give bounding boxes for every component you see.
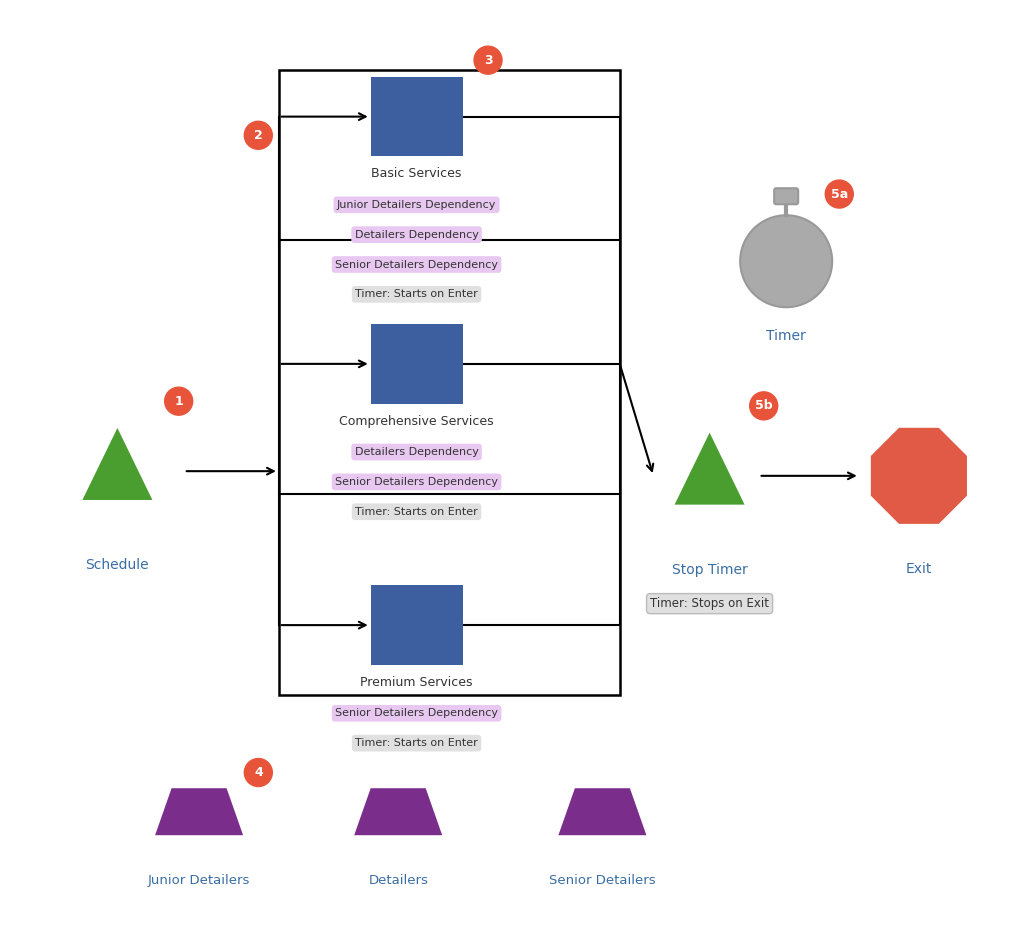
Text: Stop Timer: Stop Timer (672, 563, 747, 577)
Text: Schedule: Schedule (86, 558, 149, 572)
Circle shape (244, 759, 273, 787)
Text: Timer: Starts on Enter: Timer: Starts on Enter (355, 507, 478, 517)
Circle shape (825, 180, 854, 208)
Polygon shape (155, 788, 243, 835)
Text: Comprehensive Services: Comprehensive Services (339, 414, 494, 427)
Text: 3: 3 (484, 54, 492, 66)
Text: Timer: Starts on Enter: Timer: Starts on Enter (355, 738, 478, 748)
Polygon shape (558, 788, 646, 835)
Circle shape (474, 46, 502, 75)
FancyBboxPatch shape (371, 77, 463, 157)
Text: Junior Detailers Dependency: Junior Detailers Dependency (337, 200, 496, 210)
Polygon shape (871, 428, 967, 523)
Text: Exit: Exit (906, 562, 932, 576)
Text: Basic Services: Basic Services (372, 168, 461, 180)
Circle shape (749, 392, 778, 420)
Polygon shape (354, 788, 442, 835)
Polygon shape (83, 428, 152, 500)
Text: 5a: 5a (831, 188, 847, 201)
Circle shape (164, 387, 193, 415)
Text: 4: 4 (254, 766, 262, 779)
Text: Senior Detailers Dependency: Senior Detailers Dependency (335, 477, 498, 487)
Text: Timer: Timer (767, 329, 806, 343)
FancyBboxPatch shape (774, 188, 798, 204)
FancyBboxPatch shape (371, 325, 463, 403)
FancyBboxPatch shape (371, 586, 463, 664)
Text: Detailers Dependency: Detailers Dependency (354, 230, 479, 240)
Text: Premium Services: Premium Services (360, 675, 473, 689)
Text: 2: 2 (254, 129, 262, 142)
Text: Junior Detailers: Junior Detailers (148, 874, 250, 887)
Polygon shape (675, 433, 744, 505)
Text: Detailers: Detailers (369, 874, 428, 887)
Text: Detailers Dependency: Detailers Dependency (354, 447, 479, 457)
Text: Timer: Stops on Exit: Timer: Stops on Exit (650, 597, 769, 610)
Text: 1: 1 (175, 395, 183, 408)
Text: 5b: 5b (755, 399, 773, 412)
Text: Senior Detailers: Senior Detailers (549, 874, 655, 887)
Text: Senior Detailers Dependency: Senior Detailers Dependency (335, 708, 498, 718)
Circle shape (244, 121, 273, 149)
Circle shape (740, 216, 832, 307)
Text: Timer: Starts on Enter: Timer: Starts on Enter (355, 289, 478, 299)
Text: Senior Detailers Dependency: Senior Detailers Dependency (335, 259, 498, 270)
